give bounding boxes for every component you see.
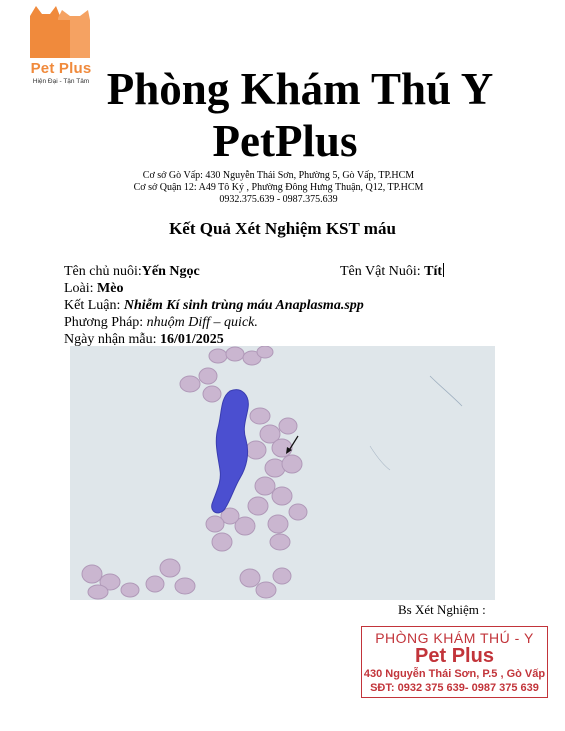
clinic-stamp: PHÒNG KHÁM THÚ - Y Pet Plus 430 Nguyễn T… (361, 626, 548, 698)
method-value[interactable]: nhuộm Diff – quick. (146, 315, 258, 330)
stamp-line-1: PHÒNG KHÁM THÚ - Y (375, 630, 534, 646)
clinic-title: Phòng Khám Thú Y (106, 64, 494, 114)
species-value[interactable]: Mèo (97, 281, 124, 296)
date-label: Ngày nhận mẫu: (64, 332, 161, 347)
stamp-line-3: 430 Nguyễn Thái Sơn, P.5 , Gò Vấp (363, 668, 546, 680)
logo-tagline: Hiện Đại - Tận Tâm (32, 78, 90, 85)
report-title: Kết Quả Xét Nghiệm KST máu (169, 219, 396, 238)
method-row: Phương Pháp: nhuộm Diff – quick. (64, 314, 258, 331)
owner-row: Tên chủ nuôi:Yến Ngọc (64, 263, 200, 280)
address-quan-12: Cơ sở Quận 12: A49 Tô Ký , Phường Đông H… (133, 182, 424, 193)
method-label: Phương Pháp: (64, 315, 147, 330)
conclusion-value[interactable]: Nhiễm Kí sinh trùng máu Anaplasma.spp (123, 298, 364, 313)
conclusion-label: Kết Luận: (64, 298, 124, 313)
stamp-line-2: Pet Plus (415, 645, 494, 667)
pet-label: Tên Vật Nuôi: (340, 264, 425, 279)
signer-label: Bs Xét Nghiệm : (398, 602, 486, 617)
text-cursor (443, 263, 445, 277)
clinic-logo: Pet Plus Hiện Đại - Tận Tâm (22, 6, 102, 86)
stamp-line-4: SĐT: 0932 375 639- 0987 375 639 (370, 682, 539, 694)
owner-label: Tên chủ nuôi: (64, 264, 142, 279)
species-row: Loài: Mèo (64, 280, 123, 297)
clinic-brand: PetPlus (212, 116, 358, 166)
owner-value[interactable]: Yến Ngọc (141, 264, 200, 279)
cat-dog-logo-icon (30, 6, 90, 58)
species-label: Loài: (64, 281, 98, 296)
blood-smear-micrograph (70, 346, 495, 600)
logo-name: Pet Plus (30, 60, 92, 77)
clinic-phone: 0932.375.639 - 0987.375.639 (219, 194, 338, 205)
pet-value[interactable]: Tít (424, 264, 443, 279)
conclusion-row: Kết Luận: Nhiễm Kí sinh trùng máu Anapla… (64, 297, 364, 314)
address-go-vap: Cơ sở Gò Vấp: 430 Nguyễn Thái Sơn, Phườn… (142, 170, 415, 181)
date-row: Ngày nhận mẫu: 16/01/2025 (64, 331, 224, 348)
pet-row: Tên Vật Nuôi: Tít (340, 263, 445, 280)
date-value[interactable]: 16/01/2025 (160, 332, 224, 347)
